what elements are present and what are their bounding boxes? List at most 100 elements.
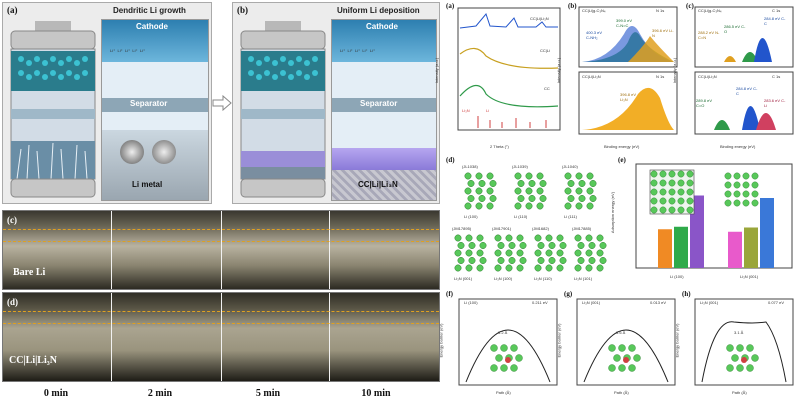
lattice-atom xyxy=(733,199,741,207)
lattice-atom xyxy=(751,181,759,189)
adsorption-label: (e) xyxy=(618,156,626,164)
xps-n-peak-3: 396.6 eV Li-N xyxy=(652,28,674,38)
barrier-atom xyxy=(608,364,616,372)
xrd-label: (a) xyxy=(446,2,455,10)
adsorption-group-2: Li₃N (001) xyxy=(740,274,759,279)
barrier-atom xyxy=(490,344,498,352)
xps-n-plot xyxy=(578,6,678,135)
barrier-atom xyxy=(746,344,754,352)
migrating-atom xyxy=(505,357,511,363)
panel-xps-n: (b) CC|Li|g-C₃N₄ N 1s 399.0 eV C-N=C 400… xyxy=(556,2,680,152)
lattice-atom xyxy=(677,206,685,214)
xps-c-peak-6: 283.6 eV C-Li xyxy=(764,98,786,108)
lattice-atom xyxy=(650,170,658,178)
barrier-atom xyxy=(618,364,626,372)
xps-n-ylabel: Intensity (a.u.) xyxy=(556,57,562,84)
lattice-atom xyxy=(668,197,676,205)
structure-code: (JL1040) xyxy=(562,164,578,169)
lattice-atom xyxy=(659,206,667,214)
structure-atoms xyxy=(534,234,567,272)
barrier-xlabel: Path (Å) xyxy=(496,390,511,395)
barrier-curve-plot xyxy=(576,298,676,386)
xps-c-top-core: C 1s xyxy=(772,8,781,13)
cathode-layer-a xyxy=(102,20,208,62)
xrd-ref-label-1: Li₃N xyxy=(462,108,470,113)
adsorption-bar xyxy=(744,227,758,268)
anode-grid-b xyxy=(332,170,436,200)
barrier-surface: Li₃N (001) xyxy=(582,300,601,305)
lattice-atom xyxy=(733,190,741,198)
barrier-atom xyxy=(500,344,508,352)
anode-layer-a xyxy=(102,130,208,200)
xrd-xlabel: 2 Theta (°) xyxy=(490,144,509,149)
barrier-panel: (f) Li (100) 0.211 eV 3.2 Å Path (Å) Energy b… xyxy=(439,290,560,406)
lattice-atom xyxy=(724,199,732,207)
adsorption-frame xyxy=(635,163,793,269)
structure-name: Li (100) xyxy=(464,214,478,219)
structure-atoms xyxy=(464,172,497,210)
structure-code: (JM17885) xyxy=(572,226,592,231)
structure-tile: (JL1040) Li (111) xyxy=(560,164,598,222)
xps-c-peak-1: 288.2 eV N-C=N xyxy=(698,30,720,40)
inset-a: Cathode Li⁺ Li⁺ Li⁺ Li⁺ Li⁺ Separator Li… xyxy=(101,19,209,201)
panel-a-label: (a) xyxy=(7,5,18,15)
panel-adsorption: (e) Adsorption energy (eV) Li (100) Li₃N… xyxy=(610,156,798,286)
barrier-label: (f) xyxy=(446,290,453,298)
xrd-series-2 xyxy=(459,47,559,69)
structure-atoms xyxy=(564,172,597,210)
barrier-atom xyxy=(633,354,641,362)
barrier-energy: 0.211 eV xyxy=(532,300,548,305)
cathode-layer-b xyxy=(332,20,436,62)
barrier-atom xyxy=(628,364,636,372)
dashed-guide-bottom-d xyxy=(3,323,439,324)
barrier-label: (g) xyxy=(564,290,573,298)
panel-a-title: Dendritic Li growth xyxy=(113,6,186,15)
barrier-surface: Li (100) xyxy=(464,300,478,305)
lattice-atom xyxy=(659,170,667,178)
lattice-atom xyxy=(686,179,694,187)
time-label-10: 10 min xyxy=(361,388,391,399)
xps-c-peak-4: 289.8 eV C=O xyxy=(696,98,713,108)
barrier-atom xyxy=(736,344,744,352)
structure-code: (JL1038) xyxy=(462,164,478,169)
barrier-distance: 3.2 Å xyxy=(498,330,508,335)
barrier-frame xyxy=(458,298,558,386)
xps-n-peak-4: 396.8 eV Li₃N xyxy=(620,92,637,102)
barrier-energy: 0.013 eV xyxy=(650,300,667,305)
structure-tile: (JM17901) Li₃N (100) xyxy=(490,226,528,284)
xps-n-bottom-sample: CC|Li|Li₃N xyxy=(582,74,601,79)
barrier-atom xyxy=(726,364,734,372)
adsorption-bar xyxy=(728,231,742,268)
li-particle-1 xyxy=(120,140,144,164)
barrier-atom xyxy=(495,354,503,362)
barrier-atom xyxy=(515,354,523,362)
lattice-atom xyxy=(724,190,732,198)
barrier-atom xyxy=(510,364,518,372)
structure-name: Li₃N (100) xyxy=(494,276,513,281)
barrier-curve xyxy=(465,329,551,383)
xps-c-bottom-sample: CC|Li|Li₃N xyxy=(698,74,717,79)
photo-strip-bare-li: (c) Bare Li xyxy=(2,210,440,290)
xps-c-peak-5: 284.8 eV C-C xyxy=(736,86,758,96)
migrating-atom xyxy=(741,357,747,363)
lattice-atom xyxy=(668,206,676,214)
structure-atoms xyxy=(494,234,527,272)
photo-strip-cc-li-li3n: (d) CC|Li|Li₃N xyxy=(2,292,440,382)
cathode-label-a: Cathode xyxy=(136,22,168,31)
xrd-series-label-3: CC xyxy=(544,86,550,91)
ion-row-b-top: Li⁺ Li⁺ Li⁺ Li⁺ Li⁺ xyxy=(340,48,376,53)
xps-c-peak-2: 286.5 eV C-O xyxy=(724,24,746,34)
separator-layer-b xyxy=(332,98,436,112)
lattice-atom xyxy=(668,170,676,178)
anode-label-b: CC|Li|Li₃N xyxy=(358,180,398,189)
adsorption-group-1: Li (100) xyxy=(670,274,684,279)
lattice-atom xyxy=(686,170,694,178)
structure-name: Li (110) xyxy=(514,214,528,219)
panel-c-label: (c) xyxy=(7,215,17,225)
lattice-atom xyxy=(724,181,732,189)
barrier-curve xyxy=(583,329,669,383)
lattice-atom xyxy=(677,188,685,196)
ion-label: Li⁺ xyxy=(110,48,116,53)
lattice-atom xyxy=(686,197,694,205)
lattice-atom xyxy=(668,188,676,196)
